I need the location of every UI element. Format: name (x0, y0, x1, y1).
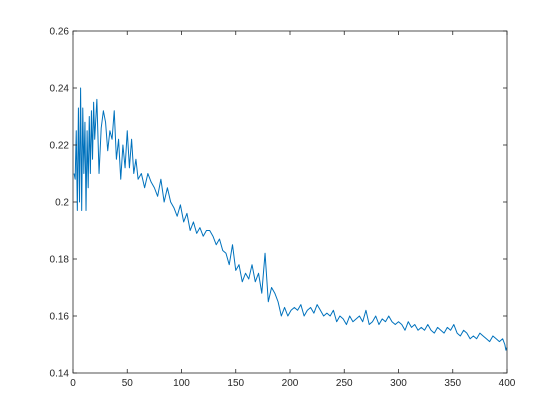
x-tick-label: 250 (336, 378, 353, 389)
y-tick-label: 0.22 (50, 141, 70, 152)
y-tick-label: 0.2 (55, 198, 69, 209)
x-tick-label: 300 (390, 378, 407, 389)
x-tick-label: 100 (173, 378, 190, 389)
y-tick-label: 0.14 (50, 369, 70, 380)
y-tick-label: 0.24 (50, 84, 70, 95)
series-line-0 (73, 87, 508, 351)
axes-box (72, 30, 508, 374)
x-tick-label: 0 (70, 378, 76, 389)
y-tick-label: 0.18 (50, 255, 70, 266)
x-tick-label: 400 (499, 378, 516, 389)
x-tick-label: 150 (227, 378, 244, 389)
y-tick-label: 0.16 (50, 312, 70, 323)
x-tick-label: 200 (282, 378, 299, 389)
x-tick-label: 350 (444, 378, 461, 389)
y-tick-label: 0.26 (50, 27, 70, 38)
y-axis: 0.14 0.16 0.18 0.2 0.22 0.24 0.26 (50, 27, 507, 380)
x-axis: 0 50 100 150 200 250 300 350 400 (70, 31, 516, 389)
plot-area (73, 87, 508, 351)
x-tick-label: 50 (122, 378, 134, 389)
